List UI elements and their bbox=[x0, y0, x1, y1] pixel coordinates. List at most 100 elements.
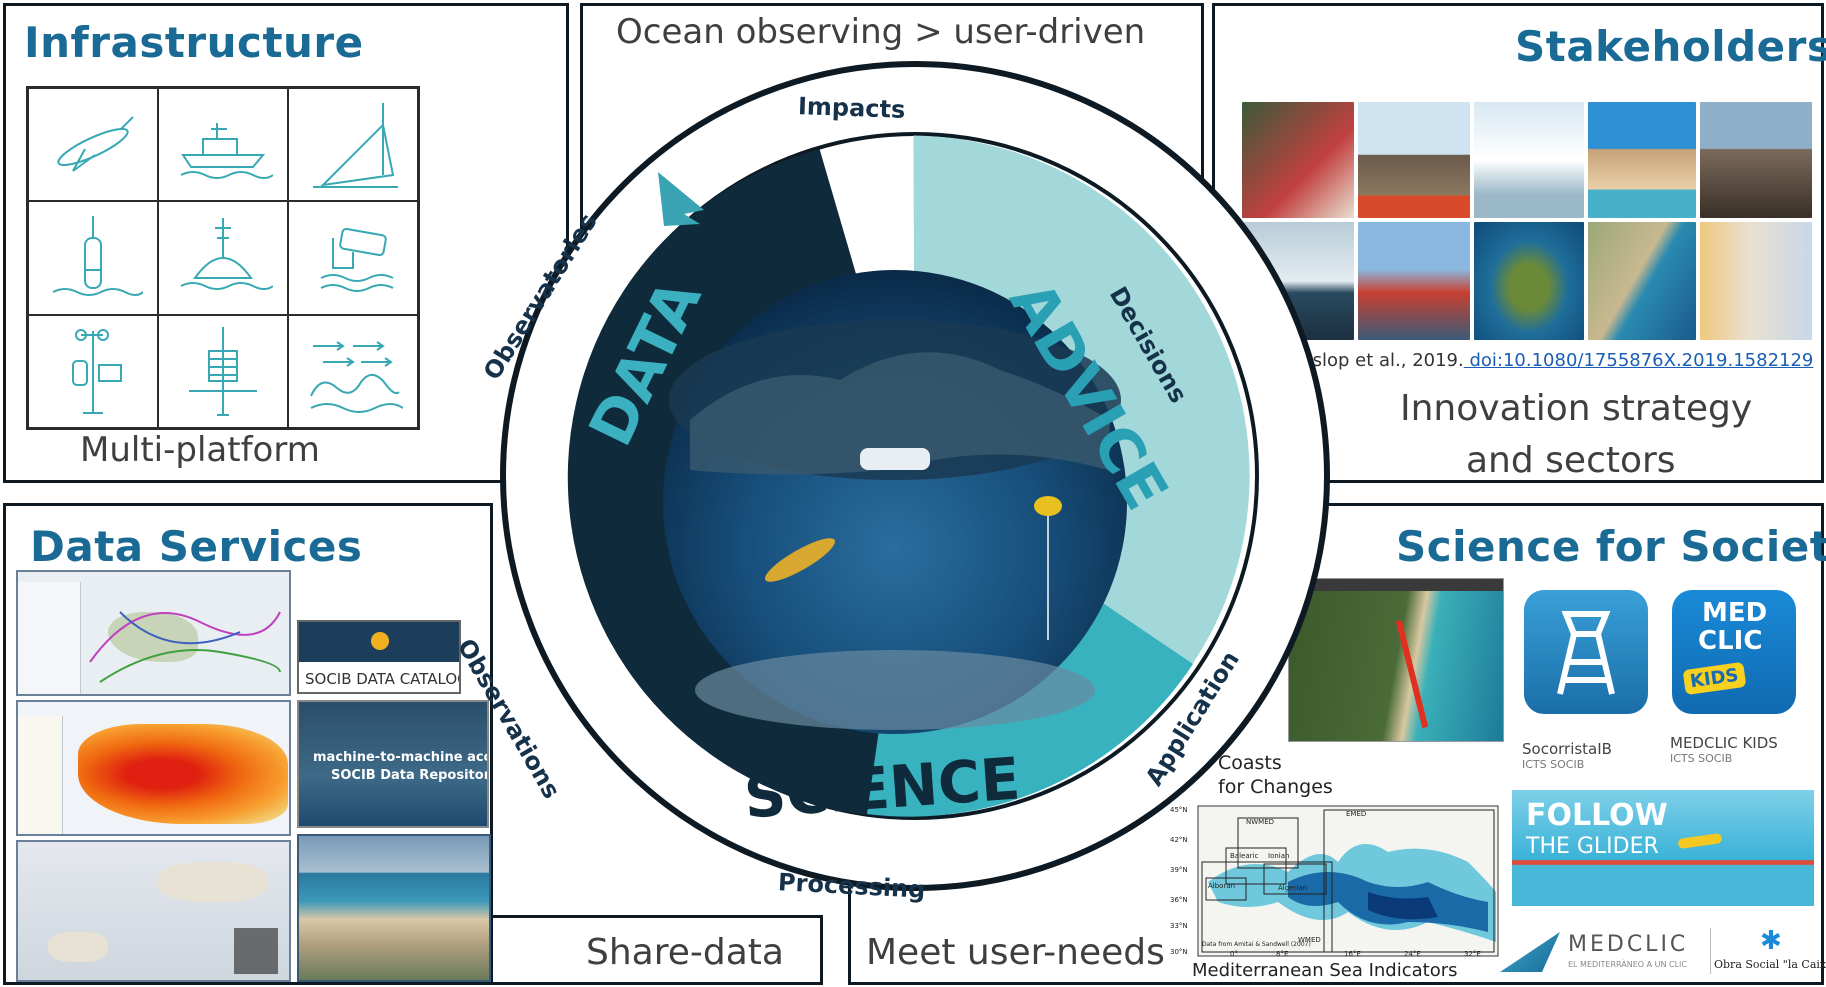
infrastructure-title: Infrastructure bbox=[24, 18, 364, 67]
follow-line2: THE GLIDER bbox=[1526, 834, 1659, 859]
stakeholders-caption-line2: and sectors bbox=[1466, 440, 1676, 481]
map-viewer-tracks bbox=[89, 611, 281, 683]
obra-social-text: Obra Social "la Caixa" bbox=[1714, 958, 1826, 971]
beach-webcam bbox=[297, 834, 491, 982]
stations-island-1 bbox=[158, 862, 268, 902]
infrastructure-caption: Multi-platform bbox=[80, 430, 320, 470]
vessel-icon bbox=[158, 88, 288, 202]
map-lon-tick-8e: 8°E bbox=[1276, 950, 1288, 958]
medclic-kids-logo-kids: KIDS bbox=[1682, 661, 1747, 696]
photo-coast bbox=[1586, 220, 1698, 342]
catalog-award-icon bbox=[371, 632, 389, 650]
map-lon-tick-32e: 32°E bbox=[1464, 950, 1481, 958]
m2m-line2: SOCIB Data Repository bbox=[331, 768, 489, 783]
science-society-title: Science for Society bbox=[1396, 522, 1826, 571]
medclic-logo-text: MEDCLIC bbox=[1568, 932, 1689, 957]
photo-lab bbox=[1240, 100, 1356, 220]
stakeholders-citation: Heslop et al., 2019. doi:10.1080/1755876… bbox=[1288, 350, 1813, 371]
science-society-caption: Meet user-needs bbox=[866, 932, 1165, 973]
photo-rescue bbox=[1356, 100, 1472, 220]
map-lon-tick-0: 0° bbox=[1230, 950, 1238, 958]
citation-doi-link[interactable]: doi:10.1080/1755876X.2019.1582129 bbox=[1463, 350, 1814, 371]
stakeholders-title: Stakeholders bbox=[1515, 22, 1826, 71]
glider-icon bbox=[28, 88, 158, 202]
globe-glider-icon bbox=[765, 538, 835, 582]
map-region-nwmed: NWMED bbox=[1246, 818, 1274, 826]
buoy-icon bbox=[158, 201, 288, 315]
hf-radar-icon bbox=[288, 88, 418, 202]
catalog-banner: SOCIB DATA CATALOG bbox=[297, 620, 461, 694]
m2m-banner: machine-to-machine access to SOCIB Data … bbox=[297, 700, 489, 828]
m2m-line1: machine-to-machine access to bbox=[313, 750, 489, 765]
lifeguard-tower-icon bbox=[1557, 611, 1615, 695]
glider-mini-icon bbox=[1677, 832, 1723, 850]
map-region-emed: EMED bbox=[1346, 810, 1366, 818]
medclic-logo-block: MEDCLIC EL MEDITERRÀNEO A UN CLIC ✱ Obra… bbox=[1500, 918, 1826, 984]
medclic-kids-name: MEDCLIC KIDS bbox=[1670, 734, 1778, 752]
map-lon-tick-24e: 24°E bbox=[1404, 950, 1421, 958]
stations-island-2 bbox=[48, 932, 108, 962]
map-viewer-sidebar bbox=[18, 582, 81, 694]
logo-divider bbox=[1710, 928, 1711, 974]
top-title: Ocean observing > user-driven bbox=[616, 12, 1146, 52]
map-lat-tick-45: 45°N bbox=[1170, 806, 1188, 814]
currents-icon bbox=[288, 314, 418, 428]
med-map-svg: NWMED Balearic Ionian EMED Alboran Alger… bbox=[1170, 805, 1499, 958]
photo-sailing bbox=[1472, 100, 1586, 220]
coasts-map-toolbar bbox=[1289, 579, 1503, 591]
socorrista-org: ICTS SOCIB bbox=[1522, 758, 1585, 771]
medclic-logo-mark bbox=[1500, 932, 1560, 972]
medclic-kids-logo-line1: MED bbox=[1702, 598, 1768, 628]
infrastructure-grid bbox=[26, 86, 420, 430]
photo-construction bbox=[1698, 100, 1814, 220]
medclic-kids-logo-line2: CLIC bbox=[1698, 626, 1763, 656]
map-credit: Data from Amitai & Sandwell (2007) bbox=[1202, 941, 1311, 948]
infrastructure-panel bbox=[3, 3, 569, 483]
share-data-panel bbox=[493, 915, 823, 985]
med-indicators-map: NWMED Balearic Ionian EMED Alboran Alger… bbox=[1168, 802, 1504, 960]
model-viewer-field bbox=[78, 724, 288, 824]
weather-station-icon bbox=[28, 314, 158, 428]
follow-the-glider-banner[interactable]: FOLLOW THE GLIDER bbox=[1512, 790, 1814, 906]
coasts-label-line2: for Changes bbox=[1218, 776, 1333, 798]
citation-authors: Heslop et al., 2019. bbox=[1288, 350, 1464, 371]
ring-label-impacts: Impacts bbox=[797, 92, 906, 124]
data-services-caption: Share-data bbox=[586, 932, 784, 973]
map-region-balearic: Balearic bbox=[1230, 852, 1258, 860]
medclic-kids-app-icon[interactable]: MED CLIC KIDS bbox=[1672, 590, 1796, 714]
map-region-ionian: Ionian bbox=[1268, 852, 1289, 860]
coasts-map-beach-line bbox=[1395, 619, 1429, 729]
photo-islands bbox=[1472, 220, 1586, 342]
map-lat-tick-42: 42°N bbox=[1170, 836, 1188, 844]
stations-legend bbox=[234, 928, 278, 974]
catalog-label: SOCIB DATA CATALOG bbox=[305, 670, 461, 688]
map-region-alboran: Alboran bbox=[1208, 882, 1235, 890]
map-region-wmed: WMED bbox=[1298, 936, 1321, 944]
data-services-title: Data Services bbox=[30, 522, 363, 571]
coasts-label-line1: Coasts bbox=[1218, 752, 1282, 774]
screenshot-stations-map bbox=[16, 840, 291, 982]
screenshot-model-viewer bbox=[16, 700, 291, 836]
camera-icon bbox=[288, 201, 418, 315]
medclic-kids-org: ICTS SOCIB bbox=[1670, 752, 1733, 765]
socorrista-app-icon[interactable] bbox=[1524, 590, 1648, 714]
map-lat-tick-33: 33°N bbox=[1170, 922, 1188, 930]
map-lat-tick-36: 36°N bbox=[1170, 896, 1188, 904]
socorrista-name: SocorristaIB bbox=[1522, 740, 1612, 758]
screenshot-map-viewer bbox=[16, 570, 291, 696]
follow-line1: FOLLOW bbox=[1526, 798, 1668, 833]
medclic-tagline: EL MEDITERRÀNEO A UN CLIC bbox=[1568, 960, 1688, 969]
stakeholders-caption-line1: Innovation strategy bbox=[1400, 388, 1753, 429]
model-viewer-sidebar bbox=[18, 716, 63, 834]
mooring-icon bbox=[158, 314, 288, 428]
map-region-algerian: Algerian bbox=[1278, 884, 1307, 892]
profiler-icon bbox=[28, 201, 158, 315]
map-lon-tick-16e: 16°E bbox=[1344, 950, 1361, 958]
photo-fishing bbox=[1240, 220, 1356, 342]
med-indicators-title: Mediterranean Sea Indicators bbox=[1192, 960, 1458, 981]
photo-classroom bbox=[1698, 220, 1814, 342]
map-lat-tick-39: 39°N bbox=[1170, 866, 1188, 874]
photo-port bbox=[1356, 220, 1472, 342]
star-icon: ✱ bbox=[1760, 926, 1782, 956]
coasts-map-screenshot bbox=[1288, 578, 1504, 742]
